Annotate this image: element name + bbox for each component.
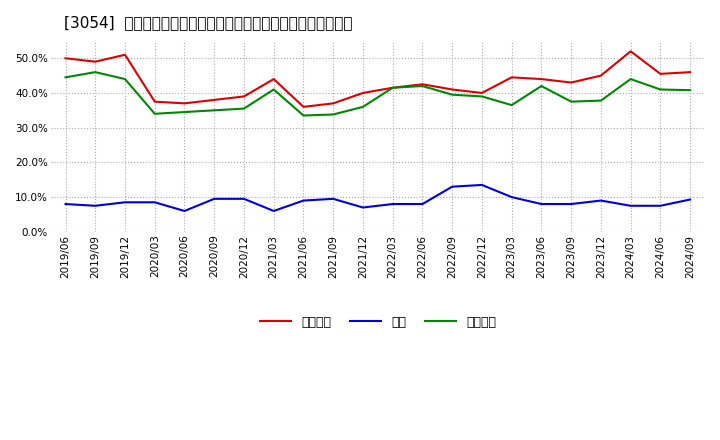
在庫 [240,196,248,202]
在庫 [91,203,99,209]
在庫 [329,196,338,202]
売上債権 [121,52,130,57]
買入債務 [477,94,486,99]
買入債務 [537,83,546,88]
在庫 [656,203,665,209]
売上債権 [180,101,189,106]
買入債務 [91,70,99,75]
買入債務 [388,85,397,90]
在庫 [359,205,367,210]
売上債権 [477,90,486,95]
売上債権 [686,70,695,75]
売上債権 [448,87,456,92]
Line: 買入債務: 買入債務 [66,72,690,116]
在庫 [626,203,635,209]
在庫 [150,200,159,205]
買入債務 [359,104,367,110]
買入債務 [329,112,338,117]
在庫 [388,202,397,207]
売上債権 [537,77,546,82]
売上債権 [508,75,516,80]
在庫 [597,198,606,203]
売上債権 [240,94,248,99]
在庫 [567,202,575,207]
在庫 [537,202,546,207]
売上債権 [91,59,99,64]
売上債権 [269,77,278,82]
買入債務 [269,87,278,92]
売上債権 [567,80,575,85]
在庫 [686,197,695,202]
買入債務 [448,92,456,97]
在庫 [210,196,219,202]
売上債権 [61,55,70,61]
Text: [3054]  売上債権、在庫、買入債務の総資産に対する比率の推移: [3054] 売上債権、在庫、買入債務の総資産に対する比率の推移 [64,15,352,30]
買入債務 [418,83,427,88]
買入債務 [150,111,159,117]
売上債権 [329,101,338,106]
買入債務 [61,75,70,80]
売上債権 [359,90,367,95]
売上債権 [418,82,427,87]
在庫 [418,202,427,207]
在庫 [180,208,189,213]
買入債務 [508,103,516,108]
在庫 [299,198,307,203]
在庫 [448,184,456,189]
買入債務 [299,113,307,118]
売上債権 [299,104,307,110]
売上債権 [210,97,219,103]
買入債務 [626,77,635,82]
在庫 [508,194,516,200]
在庫 [269,208,278,213]
売上債権 [388,85,397,90]
買入債務 [597,98,606,103]
買入債務 [210,108,219,113]
Line: 売上債権: 売上債権 [66,51,690,107]
買入債務 [656,87,665,92]
売上債権 [626,49,635,54]
買入債務 [240,106,248,111]
買入債務 [121,77,130,82]
在庫 [477,182,486,187]
売上債権 [597,73,606,78]
売上債権 [150,99,159,104]
在庫 [121,200,130,205]
買入債務 [180,110,189,115]
買入債務 [686,88,695,93]
売上債権 [656,71,665,77]
Legend: 売上債権, 在庫, 買入債務: 売上債権, 在庫, 買入債務 [255,311,501,334]
買入債務 [567,99,575,104]
在庫 [61,202,70,207]
Line: 在庫: 在庫 [66,185,690,211]
